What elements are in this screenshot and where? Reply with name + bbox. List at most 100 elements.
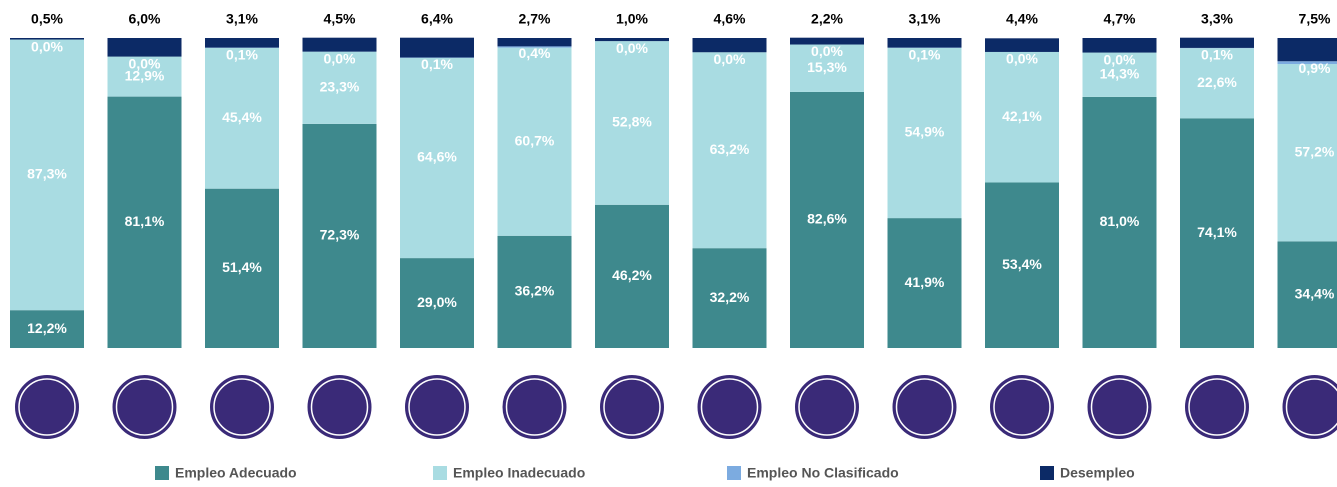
data-label: 6,0% xyxy=(129,11,161,27)
data-label: 53,4% xyxy=(1002,256,1042,272)
data-label: 64,6% xyxy=(417,149,457,165)
bar-segment xyxy=(10,39,84,311)
category-icon xyxy=(695,373,764,441)
data-label: 72,3% xyxy=(320,227,360,243)
bar-segment xyxy=(692,52,767,249)
data-label: 57,2% xyxy=(1295,143,1335,159)
data-label: 54,9% xyxy=(905,124,945,140)
bar-segment xyxy=(595,38,669,42)
data-label: 74,1% xyxy=(1197,224,1237,240)
category-icon-ring xyxy=(1285,378,1337,436)
data-label: 45,4% xyxy=(222,109,262,125)
data-label: 0,0% xyxy=(324,50,356,66)
data-label: 14,3% xyxy=(1100,65,1140,81)
category-icon xyxy=(598,373,666,441)
data-label: 15,3% xyxy=(807,59,847,75)
data-label: 0,0% xyxy=(1006,51,1038,67)
data-label: 4,4% xyxy=(1006,11,1038,27)
data-label: 1,0% xyxy=(616,11,648,27)
bar-segment xyxy=(790,91,864,348)
data-label: 0,0% xyxy=(31,38,63,54)
bar-segment xyxy=(205,188,279,348)
category-icon xyxy=(403,373,471,441)
data-label: 0,0% xyxy=(1104,51,1136,67)
data-label: 3,1% xyxy=(909,11,941,27)
data-label: 0,1% xyxy=(421,56,453,72)
bar-segment xyxy=(692,248,767,348)
data-label: 32,2% xyxy=(710,289,750,305)
bar-segment xyxy=(692,38,767,53)
legend-label: Empleo No Clasificado xyxy=(747,465,899,481)
bar-segment xyxy=(1082,52,1157,97)
legend-label: Empleo Adecuado xyxy=(175,465,297,481)
bar-segment xyxy=(1277,241,1337,348)
bar-segment xyxy=(107,38,182,57)
data-label: 87,3% xyxy=(27,166,67,182)
data-label: 63,2% xyxy=(710,141,750,157)
data-label: 42,1% xyxy=(1002,108,1042,124)
data-label: 51,4% xyxy=(222,259,262,275)
data-label: 0,1% xyxy=(909,46,941,62)
category-icon-ring xyxy=(1188,378,1246,436)
bar-segment xyxy=(10,38,84,40)
data-label: 0,1% xyxy=(226,46,258,62)
data-label: 22,6% xyxy=(1197,74,1237,90)
data-label: 4,7% xyxy=(1104,11,1136,27)
category-icon xyxy=(13,373,81,441)
bar-segment xyxy=(985,38,1059,52)
data-label: 4,6% xyxy=(714,11,746,27)
data-label: 0,1% xyxy=(1201,47,1233,63)
data-label: 52,8% xyxy=(612,114,652,130)
category-icon-ring xyxy=(18,378,76,436)
data-label: 81,0% xyxy=(1100,213,1140,229)
bar-segment xyxy=(205,38,279,48)
bar-segment xyxy=(497,47,572,236)
data-label: 12,2% xyxy=(27,320,67,336)
bar-segment xyxy=(1180,118,1254,348)
data-label: 7,5% xyxy=(1299,11,1331,27)
bar-segment xyxy=(887,38,962,48)
category-icon-ring xyxy=(798,378,856,436)
bar-segment xyxy=(400,258,474,348)
bar-segment xyxy=(1180,37,1254,48)
bar-segment xyxy=(400,57,474,259)
bar-segment xyxy=(107,56,182,97)
category-icon xyxy=(1183,373,1251,441)
category-icon xyxy=(1085,373,1154,441)
legend-label: Empleo Inadecuado xyxy=(453,465,585,481)
data-label: 82,6% xyxy=(807,211,847,227)
bar-segment xyxy=(595,41,669,205)
data-label: 0,9% xyxy=(1299,60,1331,76)
data-label: 34,4% xyxy=(1295,285,1335,301)
bar-segment xyxy=(985,51,1059,183)
bar-segment xyxy=(302,51,377,124)
category-icon xyxy=(500,373,569,441)
bar-segment xyxy=(1277,38,1337,62)
legend-swatch xyxy=(155,466,169,480)
bar-segment xyxy=(205,47,279,189)
data-label: 36,2% xyxy=(515,283,555,299)
category-icon xyxy=(1280,373,1337,441)
data-label: 12,9% xyxy=(125,67,165,83)
data-label: 0,4% xyxy=(519,45,551,61)
data-label: 46,2% xyxy=(612,267,652,283)
category-icon xyxy=(208,373,276,441)
bar-segment xyxy=(595,204,669,348)
bar-segment xyxy=(10,310,84,348)
data-label: 23,3% xyxy=(320,78,360,94)
data-label: 0,0% xyxy=(129,55,161,71)
category-icon-ring xyxy=(993,378,1051,436)
bar-segment xyxy=(887,218,962,348)
data-label: 4,5% xyxy=(324,11,356,27)
bar-segment xyxy=(985,182,1059,348)
data-label: 81,1% xyxy=(125,213,165,229)
legend-swatch xyxy=(433,466,447,480)
bar-segment xyxy=(790,44,864,92)
bar-segment xyxy=(790,37,864,45)
data-label: 29,0% xyxy=(417,294,457,310)
category-icon xyxy=(793,373,861,441)
category-icon xyxy=(305,373,374,441)
category-icon-ring xyxy=(310,378,369,436)
